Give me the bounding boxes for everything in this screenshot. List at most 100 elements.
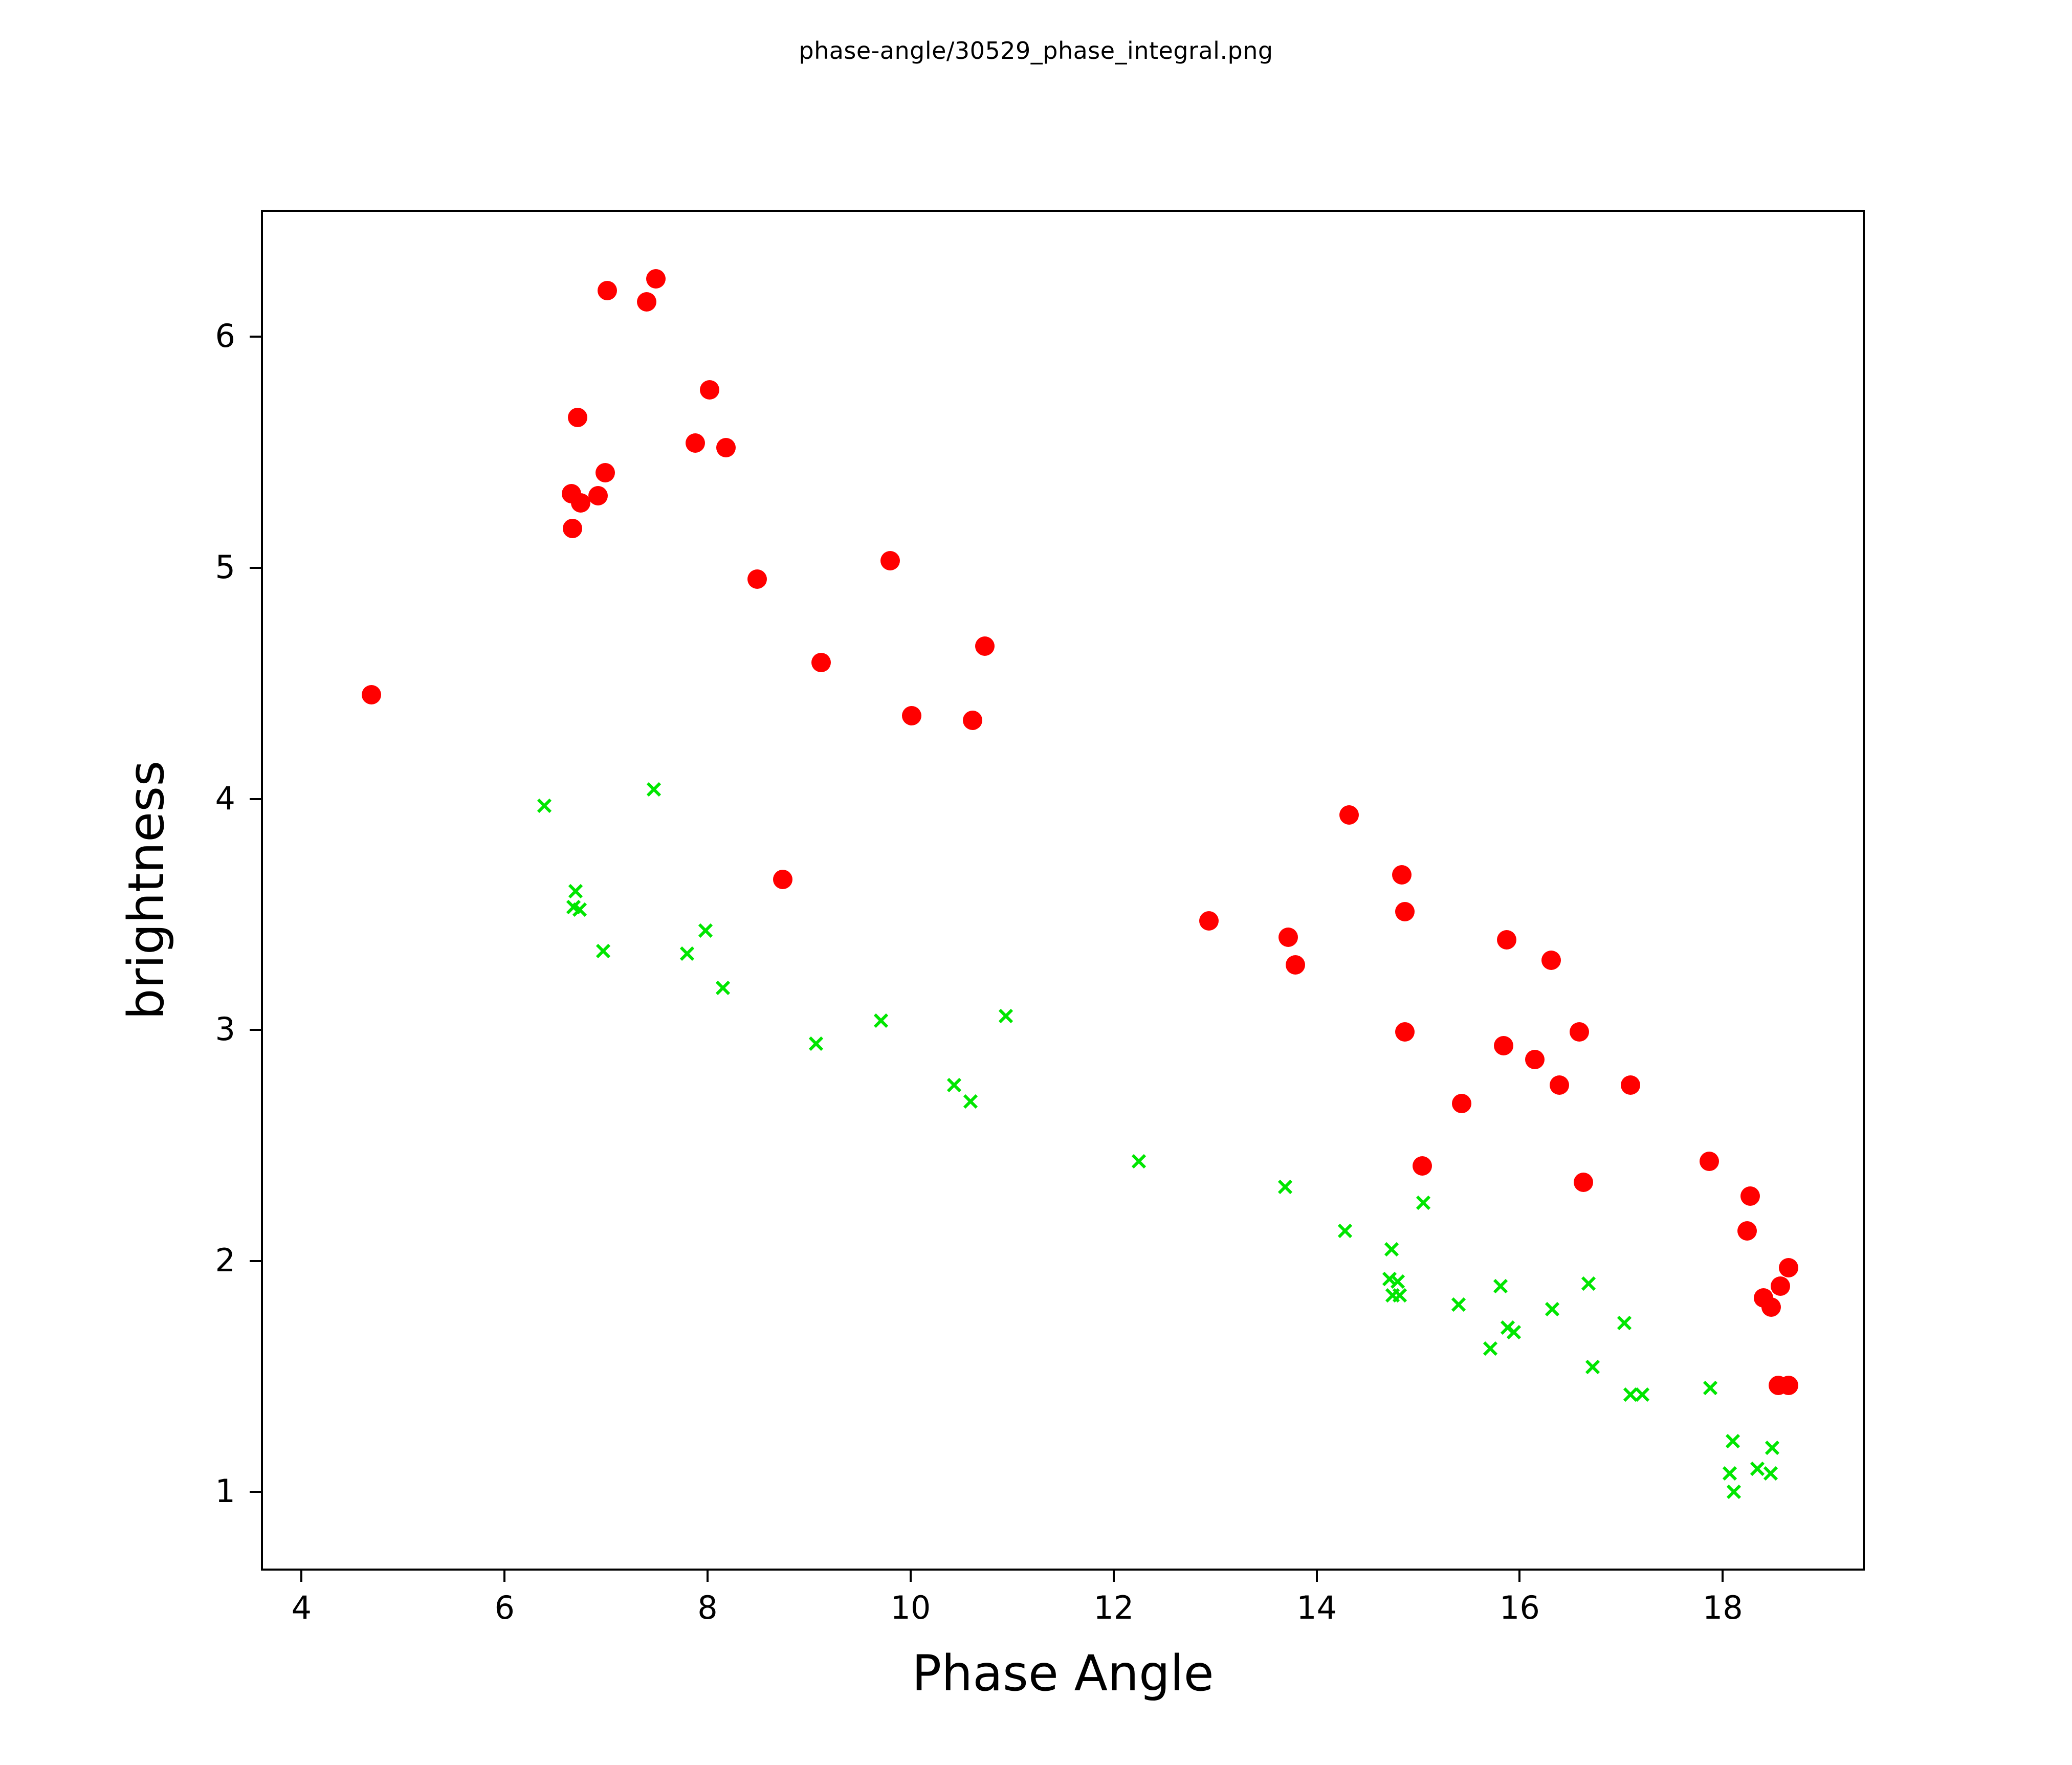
- data-point-circle: [975, 636, 995, 656]
- data-point-cross: [808, 1036, 824, 1051]
- data-point-cross: [963, 1094, 978, 1109]
- x-tick-mark: [909, 1571, 912, 1582]
- data-point-circle: [1395, 1022, 1415, 1042]
- data-point-cross: [946, 1077, 962, 1093]
- data-point-circle: [1496, 930, 1516, 950]
- data-point-circle: [1541, 951, 1561, 970]
- y-tick-mark: [250, 1491, 261, 1493]
- data-point-cross: [1493, 1278, 1508, 1294]
- data-point-circle: [811, 652, 831, 672]
- data-point-circle: [362, 685, 382, 704]
- data-point-circle: [646, 269, 666, 289]
- plot-axes-frame: [261, 210, 1865, 1571]
- y-tick-label: 3: [215, 1010, 235, 1048]
- data-point-cross: [568, 884, 583, 899]
- data-point-circle: [563, 518, 583, 538]
- x-tick-mark: [1315, 1571, 1318, 1582]
- y-tick-label: 5: [215, 548, 235, 586]
- data-point-circle: [1199, 911, 1219, 931]
- data-point-cross: [715, 980, 731, 996]
- x-tick-label: 16: [1499, 1589, 1540, 1626]
- x-tick-label: 4: [291, 1589, 312, 1626]
- data-point-circle: [595, 463, 615, 483]
- x-tick-label: 18: [1702, 1589, 1743, 1626]
- data-point-cross: [1451, 1297, 1466, 1312]
- data-point-circle: [700, 380, 720, 400]
- data-point-cross: [1581, 1276, 1596, 1291]
- data-point-circle: [880, 550, 900, 570]
- plot-data-area: [263, 212, 1863, 1569]
- data-point-circle: [1392, 865, 1412, 885]
- data-point-cross: [1545, 1301, 1560, 1317]
- data-point-cross: [1483, 1341, 1498, 1356]
- data-point-circle: [571, 493, 591, 513]
- data-point-circle: [1779, 1376, 1799, 1396]
- data-point-circle: [568, 407, 588, 427]
- x-tick-mark: [1518, 1571, 1521, 1582]
- data-point-circle: [962, 710, 982, 730]
- data-point-cross: [1725, 1433, 1740, 1449]
- data-point-circle: [1779, 1257, 1799, 1277]
- data-point-circle: [1339, 805, 1359, 825]
- x-tick-label: 8: [697, 1589, 718, 1626]
- x-tick-mark: [1112, 1571, 1115, 1582]
- data-point-cross: [1765, 1440, 1780, 1455]
- data-point-circle: [1740, 1186, 1760, 1206]
- data-point-circle: [1737, 1221, 1757, 1241]
- y-tick-label: 6: [215, 317, 235, 355]
- data-point-cross: [1131, 1154, 1147, 1169]
- y-tick-mark: [250, 1029, 261, 1031]
- data-point-cross: [1390, 1274, 1405, 1289]
- data-point-circle: [1761, 1297, 1781, 1317]
- data-point-cross: [1763, 1466, 1778, 1481]
- data-point-circle: [1452, 1094, 1472, 1114]
- data-point-cross: [596, 943, 611, 959]
- data-point-circle: [637, 292, 657, 312]
- data-point-circle: [588, 486, 608, 506]
- data-point-cross: [1392, 1288, 1407, 1303]
- data-point-circle: [1771, 1276, 1791, 1296]
- x-tick-mark: [503, 1571, 506, 1582]
- data-point-cross: [1416, 1195, 1431, 1210]
- data-point-circle: [1285, 955, 1305, 975]
- x-tick-label: 12: [1093, 1589, 1134, 1626]
- y-axis-label: brightness: [118, 760, 175, 1020]
- data-point-circle: [901, 705, 921, 725]
- x-tick-mark: [1722, 1571, 1724, 1582]
- data-point-circle: [1570, 1022, 1590, 1042]
- data-point-cross: [537, 798, 552, 813]
- data-point-cross: [1384, 1242, 1399, 1257]
- data-point-circle: [1412, 1156, 1432, 1176]
- x-tick-mark: [707, 1571, 709, 1582]
- data-point-circle: [1279, 928, 1298, 947]
- data-point-cross: [1623, 1387, 1638, 1402]
- data-point-circle: [1620, 1075, 1640, 1095]
- data-point-circle: [1493, 1036, 1513, 1056]
- data-point-cross: [1750, 1461, 1765, 1476]
- data-point-cross: [873, 1013, 889, 1028]
- x-tick-mark: [300, 1571, 303, 1582]
- data-point-circle: [1700, 1152, 1720, 1172]
- y-tick-label: 2: [215, 1241, 235, 1279]
- data-point-cross: [646, 782, 662, 797]
- data-point-circle: [597, 280, 617, 300]
- y-tick-mark: [250, 798, 261, 800]
- data-point-cross: [698, 923, 713, 938]
- data-point-cross: [998, 1008, 1013, 1024]
- data-point-cross: [679, 946, 695, 961]
- data-point-cross: [1722, 1466, 1737, 1481]
- x-tick-label: 10: [890, 1589, 931, 1626]
- data-point-circle: [773, 870, 792, 890]
- data-point-cross: [1585, 1359, 1600, 1375]
- data-point-cross: [572, 902, 587, 917]
- data-point-cross: [1337, 1223, 1353, 1239]
- y-tick-label: 4: [215, 779, 235, 817]
- data-point-cross: [1506, 1325, 1522, 1340]
- x-tick-label: 14: [1296, 1589, 1337, 1626]
- y-tick-mark: [250, 336, 261, 338]
- data-point-circle: [1395, 902, 1415, 922]
- y-tick-mark: [250, 1260, 261, 1262]
- figure-title: phase-angle/30529_phase_integral.png: [799, 37, 1273, 64]
- x-tick-label: 6: [494, 1589, 515, 1626]
- data-point-circle: [747, 569, 767, 589]
